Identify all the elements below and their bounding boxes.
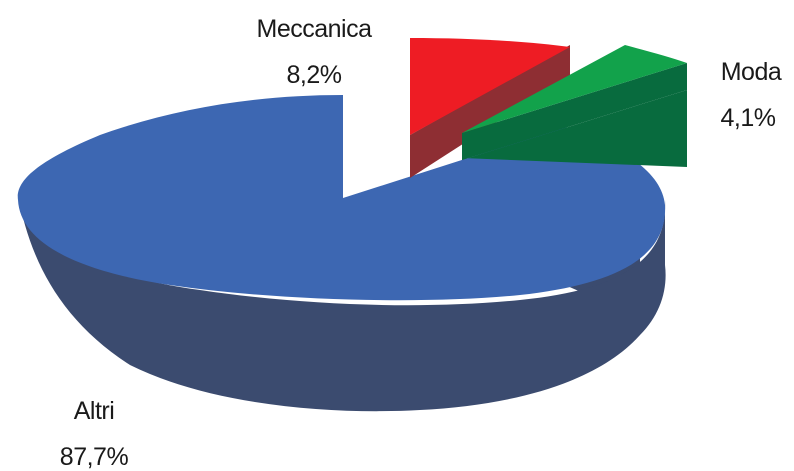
slice-moda-side-inner	[462, 63, 687, 160]
label-meccanica-name: Meccanica	[257, 15, 373, 43]
slice-moda	[462, 45, 687, 167]
label-moda-name: Moda	[721, 58, 782, 86]
label-moda-value: 4,1%	[721, 104, 776, 132]
slice-meccanica-top	[410, 38, 570, 135]
data-labels: Meccanica 8,2% Moda 4,1% Altri 87,7%	[60, 15, 783, 471]
label-meccanica-value: 8,2%	[287, 61, 342, 89]
label-altri-name: Altri	[74, 397, 115, 425]
slice-altri-top	[17, 95, 666, 301]
slice-moda-top	[462, 45, 687, 133]
slice-meccanica	[410, 38, 570, 178]
label-altri-value: 87,7%	[60, 443, 129, 471]
pie-body	[17, 95, 666, 412]
slice-moda-side-outer	[462, 90, 687, 167]
slice-meccanica-side	[410, 45, 570, 178]
slice-altri-side	[18, 195, 666, 412]
